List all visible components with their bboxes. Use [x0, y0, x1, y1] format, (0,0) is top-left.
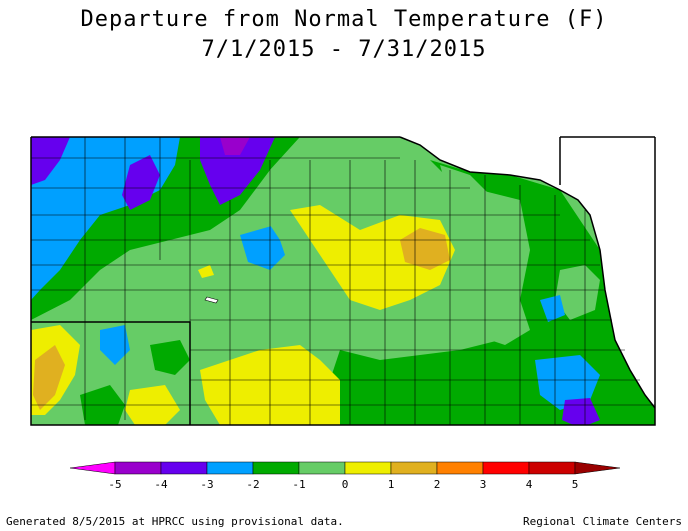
legend-tick-label: -1: [292, 478, 305, 491]
legend-tick-label: -3: [200, 478, 213, 491]
legend-swatch: [528, 461, 576, 475]
iowa-boundary: [559, 136, 656, 408]
map-title: Departure from Normal Temperature (F): [80, 7, 608, 32]
legend-swatch: [114, 461, 162, 475]
state-outline: [30, 136, 656, 426]
legend-tick-label: -5: [108, 478, 121, 491]
legend-swatch: [482, 461, 530, 475]
legend-swatch: [436, 461, 484, 475]
legend-tick-label: -4: [154, 478, 168, 491]
legend-swatch: [298, 461, 346, 475]
generated-note: Generated 8/5/2015 at HPRCC using provis…: [6, 515, 344, 528]
legend-swatch: [252, 461, 300, 475]
map-date-range: 7/1/2015 - 7/31/2015: [201, 37, 487, 62]
lake-mcconaughy: [204, 296, 219, 304]
legend-swatch: [344, 461, 392, 475]
legend-tick-label: 1: [388, 478, 395, 491]
legend-swatch: [69, 461, 116, 475]
legend-tick-label: 2: [434, 478, 441, 491]
legend-tick-label: 5: [572, 478, 579, 491]
state-boundary-river: [399, 136, 656, 409]
legend-tick-label: -2: [246, 478, 259, 491]
legend-swatch: [390, 461, 438, 475]
legend-tick-label: 0: [342, 478, 349, 491]
temperature-contours: [31, 137, 655, 425]
legend-swatch: [160, 461, 208, 475]
legend-tick-label: 3: [480, 478, 487, 491]
legend-tick-label: 4: [526, 478, 533, 491]
legend-swatch: [574, 461, 621, 475]
color-scale-legend: -5 -4 -3 -2 -1 0 1 2 3 4 5: [69, 461, 621, 491]
source-label: Regional Climate Centers: [523, 515, 682, 528]
legend-swatch: [206, 461, 254, 475]
county-boundaries: [31, 137, 655, 425]
